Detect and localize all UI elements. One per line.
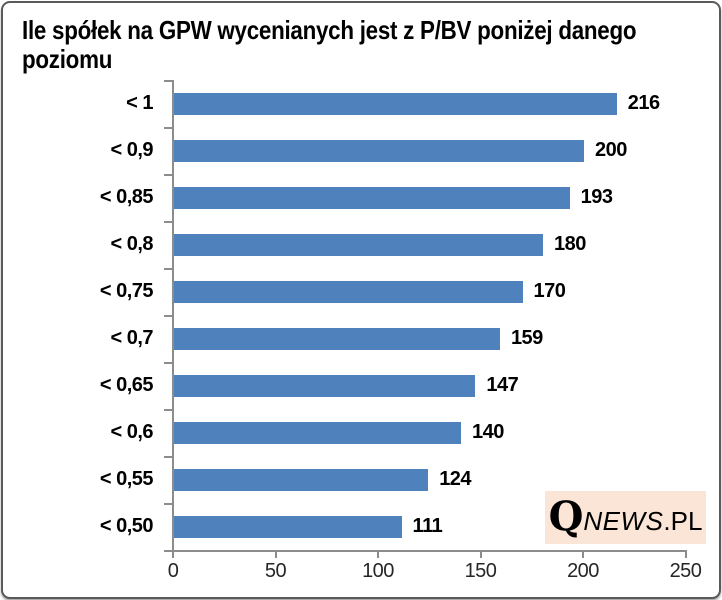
x-tick-label: 250	[669, 560, 702, 582]
y-axis-tick	[164, 315, 172, 317]
bar	[174, 139, 584, 162]
category-label: < 0,7	[110, 327, 153, 349]
category-label: < 0,6	[110, 421, 153, 443]
x-axis-tick	[582, 550, 584, 558]
category-label: < 1	[126, 92, 153, 114]
logo-pl-text: .PL	[663, 506, 703, 536]
value-label: 216	[627, 92, 660, 114]
qnews-logo: Q NEWS .PL	[545, 491, 706, 544]
value-label: 140	[472, 421, 504, 443]
category-label: < 0,50	[99, 515, 154, 537]
bar	[174, 421, 461, 444]
x-axis-tick	[274, 550, 277, 558]
plot-area: < 1 216 < 0,9 200 < 0,85 193 < 0,8 180 < 0,75 170…	[3, 3, 719, 597]
value-label: 193	[580, 186, 613, 208]
y-axis-tick	[164, 503, 172, 505]
category-label: < 0,85	[99, 186, 154, 208]
x-tick-label: 150	[464, 560, 497, 582]
x-tick-label: 0	[167, 560, 179, 582]
x-tick-label: 50	[264, 560, 287, 582]
x-axis-tick	[377, 550, 379, 558]
bar	[174, 92, 617, 115]
value-label: 124	[439, 468, 472, 490]
bar	[174, 186, 570, 209]
y-axis-line	[172, 80, 174, 550]
category-label: < 0,9	[110, 139, 153, 161]
value-label: 180	[554, 233, 586, 255]
y-axis-tick	[164, 268, 172, 270]
bar	[174, 515, 402, 538]
chart-title-line-1: Ile spółek na GPW wycenianych jest z P/B…	[22, 15, 637, 45]
category-label: < 0,65	[99, 374, 154, 396]
value-label: 111	[412, 515, 443, 537]
value-label: 200	[595, 139, 627, 161]
bar	[174, 468, 429, 491]
category-label: < 0,55	[99, 468, 154, 490]
value-label: 159	[510, 327, 543, 349]
x-axis-tick	[172, 550, 174, 558]
x-axis-tick	[479, 550, 482, 558]
y-axis-tick	[164, 221, 172, 223]
x-axis-line	[164, 550, 687, 552]
bar	[174, 280, 523, 303]
logo-letter-q: Q	[548, 493, 584, 540]
value-label: 170	[533, 280, 566, 302]
y-axis-tick	[164, 80, 172, 82]
category-label: < 0,75	[99, 280, 154, 302]
y-axis-tick	[164, 362, 172, 364]
value-label: 147	[486, 374, 519, 396]
bar	[174, 233, 543, 256]
y-axis-tick	[164, 456, 172, 458]
chart-title-line-2: poziomu	[22, 44, 113, 74]
chart-title: Ile spółek na GPW wycenianych jest z P/B…	[22, 16, 719, 74]
category-label: < 0,8	[110, 233, 153, 255]
y-axis-tick	[164, 174, 172, 176]
x-tick-label: 100	[362, 560, 394, 582]
logo-news-text: NEWS	[583, 506, 664, 536]
y-axis-tick	[164, 127, 172, 129]
x-axis-tick	[684, 550, 687, 558]
bar	[174, 374, 476, 397]
y-axis-tick	[164, 409, 172, 411]
bar	[174, 327, 500, 350]
x-tick-label: 200	[567, 560, 599, 582]
